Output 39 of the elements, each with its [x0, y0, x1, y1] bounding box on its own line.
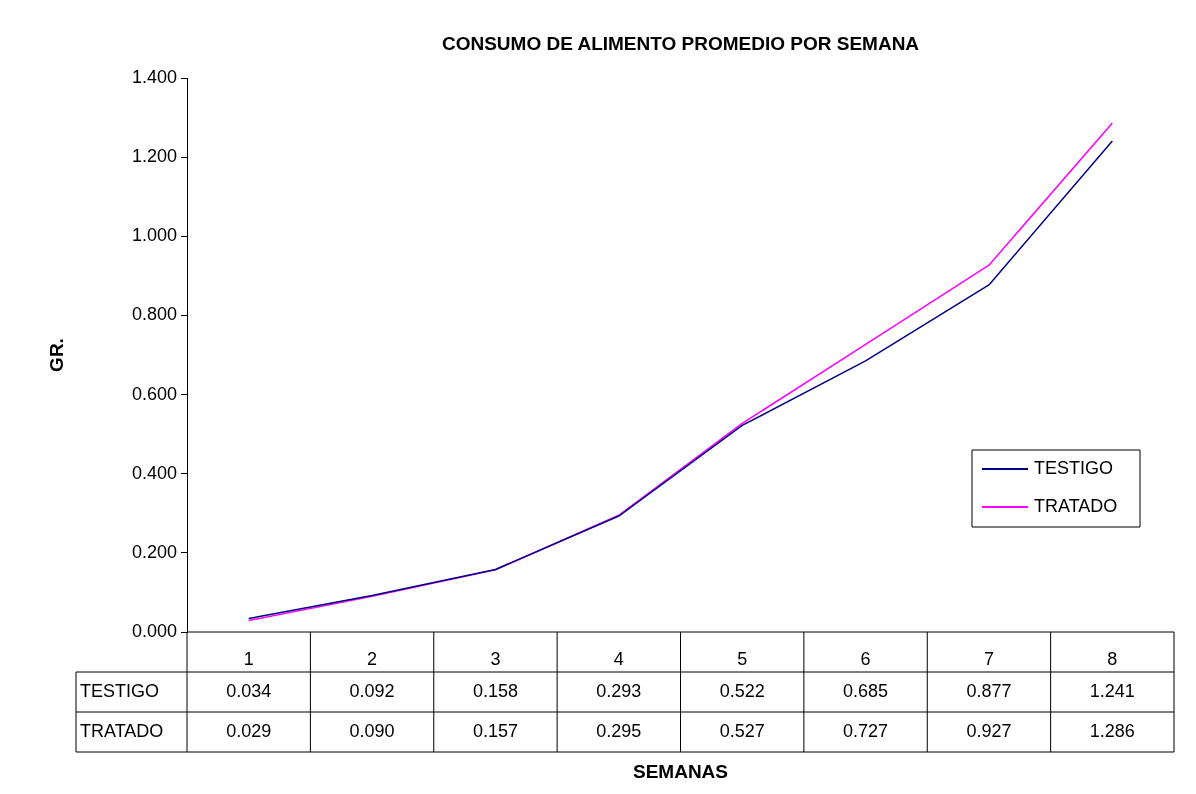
text: TESTIGO [80, 680, 160, 701]
x-tick-label: 7 [983, 648, 994, 669]
x-tick-label: 6 [860, 648, 871, 669]
y-tick-label: 0.200 [131, 541, 177, 562]
text: TRATADO [80, 720, 164, 741]
x-axis-title: SEMANAS [632, 761, 729, 783]
chart-title: CONSUMO DE ALIMENTO PROMEDIO POR SEMANA [441, 33, 920, 55]
y-tick-label: 1.200 [131, 146, 177, 167]
data-label: 0.527 [719, 720, 765, 741]
x-tick-label: 3 [490, 648, 501, 669]
legend-label: TESTIGO [1034, 457, 1114, 478]
data-label: 0.522 [719, 680, 765, 701]
data-label: 0.293 [596, 680, 642, 701]
legend-label: TRATADO [1034, 495, 1118, 516]
data-label: 0.927 [966, 720, 1012, 741]
x-tick-label: 2 [367, 648, 378, 669]
y-axis-title: GR. [46, 338, 68, 372]
data-label: 0.158 [472, 680, 518, 701]
data-label: 0.090 [349, 720, 395, 741]
data-label: 0.877 [966, 680, 1012, 701]
x-tick-label: 4 [613, 648, 624, 669]
data-label: 0.727 [843, 720, 889, 741]
data-label: 1.286 [1089, 720, 1135, 741]
y-tick-label: 1.400 [131, 66, 177, 87]
x-tick-label: 8 [1107, 648, 1118, 669]
y-tick-label: 0.400 [131, 462, 177, 483]
data-label: 0.157 [472, 720, 518, 741]
y-tick-label: 0.600 [131, 383, 177, 404]
x-tick-label: 1 [243, 648, 254, 669]
data-label: 0.029 [226, 720, 272, 741]
data-label: 0.685 [843, 680, 889, 701]
y-tick-label: 0.800 [131, 304, 177, 325]
data-label: 0.092 [349, 680, 395, 701]
y-tick-label: 1.000 [131, 225, 177, 246]
data-label: 0.295 [596, 720, 642, 741]
data-label: 0.034 [226, 680, 272, 701]
y-tick-label: 0.000 [131, 620, 177, 641]
data-label: 1.241 [1089, 680, 1135, 701]
x-tick-label: 5 [737, 648, 748, 669]
